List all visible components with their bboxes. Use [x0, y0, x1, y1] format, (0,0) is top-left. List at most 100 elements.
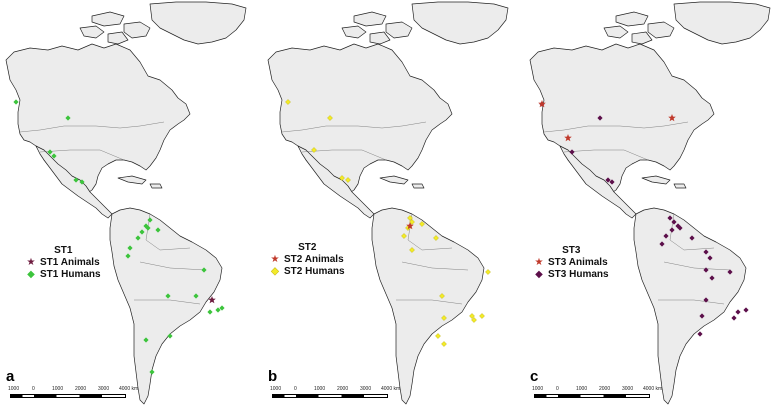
- legend-title: ST2: [298, 242, 317, 253]
- north-america-landmass: [5, 43, 191, 197]
- legend-animals-row: ★ ST1 Animals: [26, 257, 101, 269]
- humans-marker: [47, 149, 53, 155]
- star-icon: ★: [26, 257, 36, 268]
- legend-a: ST1 ★ ST1 Animals ◆ ST1 Humans: [26, 245, 101, 281]
- humans-marker: [155, 227, 161, 233]
- humans-marker: [703, 267, 709, 273]
- humans-marker: [703, 297, 709, 303]
- legend-title: ST1: [54, 245, 73, 256]
- country-border: [396, 299, 463, 305]
- humans-marker: [689, 235, 695, 241]
- humans-marker: [697, 331, 703, 337]
- panel-letter: a: [6, 368, 15, 385]
- humans-marker: [285, 99, 291, 105]
- animals-marker: [668, 114, 676, 122]
- humans-marker: [13, 99, 19, 105]
- humans-marker: [441, 341, 447, 347]
- humans-marker: [345, 177, 351, 183]
- humans-marker: [165, 293, 171, 299]
- humans-marker: [51, 153, 57, 159]
- country-border: [39, 149, 125, 161]
- humans-marker: [201, 267, 207, 273]
- humans-marker: [327, 115, 333, 121]
- scale-label: 0: [32, 386, 35, 392]
- arctic-island: [615, 11, 649, 27]
- humans-marker: [671, 219, 677, 225]
- country-border: [658, 299, 725, 305]
- country-border: [401, 261, 469, 271]
- scale-bar-graphic: [534, 394, 650, 398]
- legend-animals-label: ST1 Animals: [40, 257, 100, 268]
- humans-marker: [409, 247, 415, 253]
- animals-marker: [564, 134, 572, 142]
- humans-marker: [677, 225, 683, 231]
- country-border: [669, 213, 715, 251]
- cuba-landmass: [379, 175, 409, 185]
- greenland-landmass: [149, 1, 247, 45]
- humans-marker: [193, 293, 199, 299]
- arctic-island: [91, 11, 125, 27]
- arctic-island: [631, 31, 653, 45]
- panel-c: ST3 ★ ST3 Animals ◆ ST3 Humans c 1000 0 …: [524, 0, 776, 413]
- humans-marker: [469, 313, 475, 319]
- country-border: [543, 121, 689, 133]
- humans-marker: [743, 307, 749, 313]
- humans-marker: [143, 337, 149, 343]
- scale-bar: 1000 0 1000 2000 3000 4000 km: [532, 386, 662, 402]
- humans-marker: [435, 333, 441, 339]
- humans-marker: [605, 177, 611, 183]
- humans-marker: [439, 293, 445, 299]
- south-america-landmass: [109, 207, 223, 405]
- scale-bar-graphic: [272, 394, 388, 398]
- scale-label: 3000: [360, 386, 372, 392]
- humans-marker: [609, 179, 615, 185]
- legend-humans-row: ◆ ST3 Humans: [534, 269, 609, 281]
- cuba-landmass: [117, 175, 147, 185]
- country-border: [134, 299, 201, 305]
- star-icon: ★: [270, 254, 280, 265]
- legend-c: ST3 ★ ST3 Animals ◆ ST3 Humans: [534, 245, 609, 281]
- humans-marker: [419, 221, 425, 227]
- humans-marker: [409, 219, 415, 225]
- humans-marker: [433, 235, 439, 241]
- map-americas-a: [5, 1, 247, 405]
- humans-marker: [735, 309, 741, 315]
- humans-marker: [709, 275, 715, 281]
- country-border: [139, 261, 207, 271]
- star-icon: ★: [534, 257, 544, 268]
- country-border: [563, 149, 649, 161]
- humans-marker: [699, 313, 705, 319]
- humans-marker: [149, 369, 155, 375]
- map-americas-c: [529, 1, 771, 405]
- humans-marker: [145, 225, 151, 231]
- legend-humans-row: ◆ ST2 Humans: [270, 266, 345, 278]
- legend-title: ST3: [562, 245, 581, 256]
- humans-marker: [727, 269, 733, 275]
- arctic-island: [353, 11, 387, 27]
- country-border: [19, 121, 165, 133]
- legend-humans-row: ◆ ST1 Humans: [26, 269, 100, 281]
- humans-marker: [219, 305, 225, 311]
- humans-marker: [79, 179, 85, 185]
- humans-marker: [667, 215, 673, 221]
- humans-marker: [569, 149, 575, 155]
- humans-marker: [139, 229, 145, 235]
- central-america-landmass: [559, 145, 637, 219]
- arctic-island: [385, 21, 413, 39]
- hispaniola-landmass: [673, 183, 687, 189]
- country-border: [663, 261, 731, 271]
- central-america-landmass: [35, 145, 113, 219]
- humans-marker: [669, 227, 675, 233]
- arctic-island: [369, 31, 391, 45]
- scale-label: 2000: [75, 386, 87, 392]
- cuba-landmass: [641, 175, 671, 185]
- arctic-island: [341, 25, 367, 39]
- scale-bar: 1000 0 1000 2000 3000 4000 km: [270, 386, 400, 402]
- scale-label: 1000: [532, 386, 544, 392]
- humans-marker: [65, 115, 71, 121]
- legend-humans-label: ST3 Humans: [548, 269, 609, 280]
- panel-letter: b: [268, 368, 278, 385]
- humans-marker: [703, 249, 709, 255]
- diamond-icon: ◆: [535, 269, 543, 280]
- humans-marker: [479, 313, 485, 319]
